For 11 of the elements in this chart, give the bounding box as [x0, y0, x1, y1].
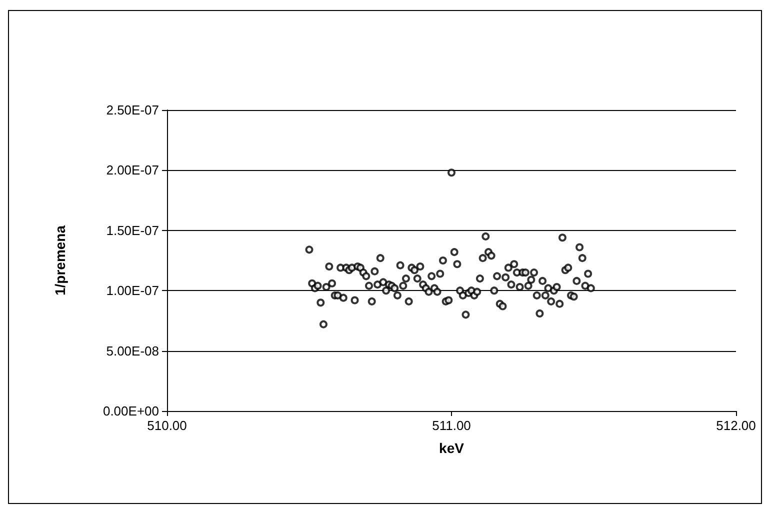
y-tick-label: 0.00E+00 — [102, 404, 159, 418]
x-tick-label: 511.00 — [432, 418, 471, 433]
y-tick-label: 1.50E-07 — [106, 222, 159, 238]
y-axis-title: 1/premena — [52, 225, 68, 296]
x-axis-title: keV — [439, 440, 465, 456]
x-tick-label: 512.00 — [716, 418, 756, 433]
y-tick-label: 2.00E-07 — [106, 162, 159, 178]
y-tick-label: 2.50E-07 — [106, 102, 159, 118]
y-tick-label: 1.00E-07 — [106, 283, 159, 298]
x-tick-label: 510.00 — [147, 418, 187, 433]
y-tick-label: 5.00E-08 — [106, 343, 159, 358]
